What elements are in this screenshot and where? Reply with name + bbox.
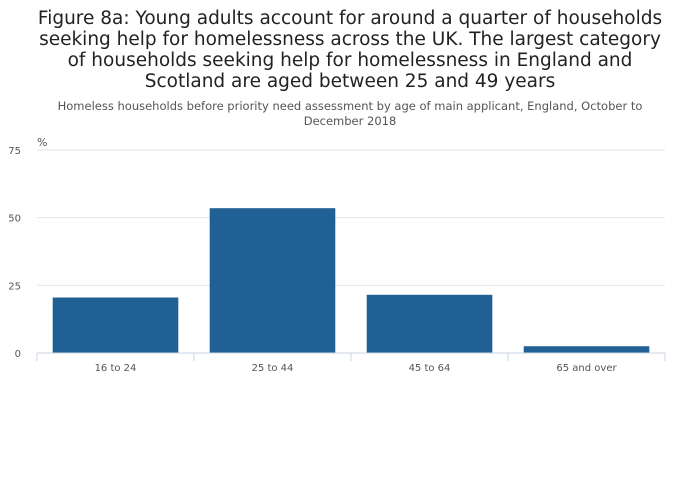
y-axis-label: % <box>37 136 47 149</box>
bars <box>52 208 650 353</box>
chart-title: Figure 8a: Young adults account for arou… <box>37 8 663 92</box>
x-tick-label: 16 to 24 <box>95 363 137 374</box>
axes: % 0 25 50 75 16 to 24 25 to 44 45 to 64 65 and … <box>8 136 666 374</box>
chart-subtitle: Homeless households before priority need… <box>57 99 643 128</box>
x-tick-label: 25 to 44 <box>252 363 294 374</box>
y-tick-label: 75 <box>8 146 21 157</box>
x-tick-label: 45 to 64 <box>409 363 451 374</box>
bar-25-to-44 <box>209 208 336 353</box>
bar-16-to-24 <box>52 297 179 353</box>
bar-65-and-over <box>523 346 650 353</box>
y-tick-label: 25 <box>8 281 21 292</box>
x-tick-label: 65 and over <box>556 363 617 374</box>
y-tick-label: 0 <box>15 349 21 360</box>
y-tick-label: 50 <box>8 214 21 225</box>
bar-45-to-64 <box>366 294 493 353</box>
